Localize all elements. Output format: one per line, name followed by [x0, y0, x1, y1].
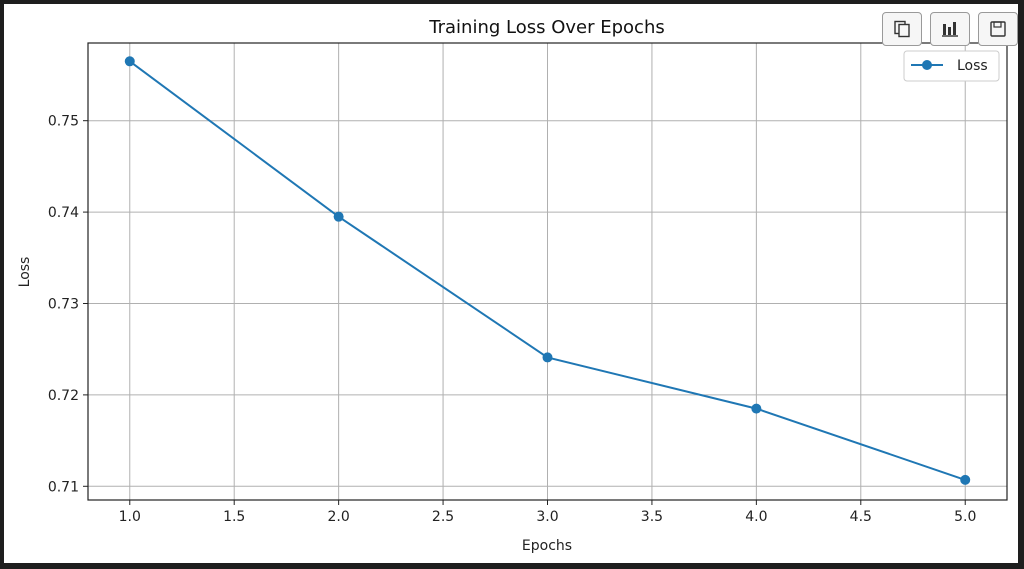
chart-title: Training Loss Over Epochs	[428, 17, 664, 38]
x-tick-label: 3.5	[641, 509, 663, 525]
x-tick-label: 3.0	[536, 509, 558, 525]
bar-chart-icon	[942, 22, 958, 37]
save-button[interactable]	[978, 12, 1018, 46]
x-tick-label: 1.0	[119, 509, 141, 525]
save-icon	[990, 21, 1006, 37]
x-tick-label: 5.0	[954, 509, 976, 525]
x-tick-label: 4.0	[745, 509, 767, 525]
axis-ticks: 1.0 1.5 2.0 2.5 3.0 3.5 4.0 4.5 5.0 0.71 0.72 0.73 0…	[48, 114, 977, 525]
legend-label-loss: Loss	[957, 58, 988, 74]
plot-area-frame	[87, 42, 1008, 501]
grid	[88, 43, 1007, 500]
x-tick-label: 4.5	[850, 509, 872, 525]
y-tick-label: 0.72	[48, 388, 79, 404]
series-group	[124, 56, 971, 485]
data-point	[751, 403, 762, 414]
y-axis-title: Loss	[17, 257, 33, 288]
x-tick-label: 1.5	[223, 509, 245, 525]
copy-button[interactable]	[882, 12, 922, 46]
figure-window: 1.0 1.5 2.0 2.5 3.0 3.5 4.0 4.5 5.0 0.71 0.72 0.73 0…	[4, 4, 1018, 563]
legend-box	[903, 50, 1000, 82]
y-tick-label: 0.71	[48, 479, 79, 495]
chart-toolbar	[882, 12, 1018, 46]
data-point	[333, 211, 344, 222]
bar-chart-button[interactable]	[930, 12, 970, 46]
x-tick-label: 2.5	[432, 509, 454, 525]
legend: Loss	[903, 50, 1000, 82]
x-tick-label: 2.0	[328, 509, 350, 525]
data-point	[124, 56, 135, 67]
y-tick-label: 0.73	[48, 296, 79, 312]
legend-marker	[922, 60, 932, 70]
data-point	[960, 474, 971, 485]
line-chart: 1.0 1.5 2.0 2.5 3.0 3.5 4.0 4.5 5.0 0.71 0.72 0.73 0…	[17, 17, 1008, 554]
data-point	[542, 352, 553, 363]
copy-icon	[894, 20, 910, 38]
y-tick-label: 0.75	[48, 114, 79, 130]
y-tick-label: 0.74	[48, 205, 79, 221]
x-axis-title: Epochs	[522, 538, 572, 554]
